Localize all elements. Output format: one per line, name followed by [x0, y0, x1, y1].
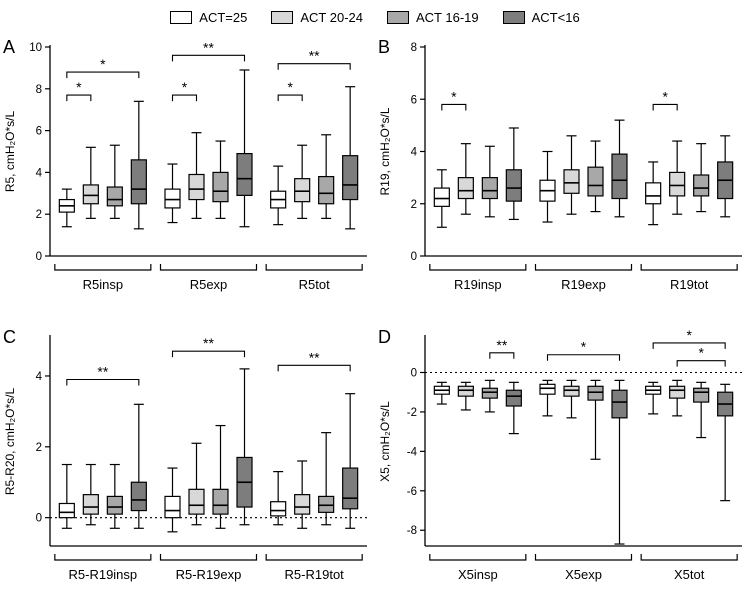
legend-label: ACT=25 — [199, 9, 248, 25]
panel-c-plot: C 0 2 4 R5-R20, cmH₂O*s/L R5-R19insp R5-R19exp… — [3, 327, 367, 582]
svg-text:X5tot: X5tot — [674, 567, 705, 582]
panel-c-chart: C 0 2 4 R5-R20, cmH₂O*s/L R5-R19insp R5-R19exp… — [0, 321, 375, 608]
svg-text:**: ** — [309, 48, 320, 64]
svg-text:*: * — [662, 88, 668, 104]
legend-item-act-25: ACT=25 — [170, 10, 247, 25]
svg-text:2: 2 — [411, 199, 417, 211]
legend-label: ACT 16-19 — [416, 9, 479, 25]
svg-text:-4: -4 — [407, 446, 418, 458]
svg-text:0: 0 — [411, 367, 417, 379]
legend-swatch-act-25 — [170, 10, 193, 24]
svg-text:R5-R19tot: R5-R19tot — [285, 567, 345, 582]
svg-text:6: 6 — [36, 126, 42, 138]
svg-text:R19insp: R19insp — [454, 277, 502, 292]
svg-text:*: * — [686, 327, 692, 343]
svg-text:R5-R19exp: R5-R19exp — [176, 567, 242, 582]
svg-text:4: 4 — [36, 371, 43, 383]
panel-d-chart: D 0 -2 -4 -6 -8 X5, cmH₂O*s/L X5insp X5exp X5tot *… — [375, 321, 750, 608]
svg-text:0: 0 — [36, 251, 42, 263]
svg-text:-8: -8 — [407, 525, 417, 537]
svg-text:A: A — [3, 37, 15, 57]
svg-text:**: ** — [496, 337, 507, 353]
legend-swatch-act-16-19 — [387, 10, 409, 24]
svg-text:2: 2 — [36, 442, 42, 454]
svg-text:X5exp: X5exp — [565, 567, 602, 582]
legend-swatch-act-20-24 — [271, 10, 294, 24]
svg-text:X5insp: X5insp — [458, 567, 498, 582]
svg-text:**: ** — [203, 335, 214, 351]
legend: ACT=25 ACT 20-24 ACT 16-19 ACT<16 — [0, 0, 750, 31]
svg-text:R5, cmH₂O*s/L: R5, cmH₂O*s/L — [3, 111, 17, 193]
svg-text:*: * — [76, 79, 82, 95]
svg-text:-2: -2 — [407, 407, 417, 419]
svg-text:X5, cmH₂O*s/L: X5, cmH₂O*s/L — [378, 401, 392, 482]
svg-text:2: 2 — [36, 209, 42, 221]
svg-text:R5insp: R5insp — [83, 277, 123, 292]
legend-swatch-act-lt-16 — [502, 10, 525, 24]
svg-text:-6: -6 — [407, 486, 417, 498]
svg-text:**: ** — [309, 349, 320, 365]
svg-text:0: 0 — [36, 513, 42, 525]
svg-text:4: 4 — [36, 167, 43, 179]
legend-label: ACT<16 — [531, 9, 580, 25]
svg-text:C: C — [3, 327, 16, 347]
svg-text:B: B — [378, 37, 390, 57]
svg-text:*: * — [581, 339, 587, 355]
legend-item-act-16-19: ACT 16-19 — [387, 10, 479, 25]
legend-label: ACT 20-24 — [300, 9, 363, 25]
svg-text:*: * — [182, 79, 188, 95]
svg-text:*: * — [698, 345, 704, 361]
svg-text:8: 8 — [36, 84, 42, 96]
svg-text:R19exp: R19exp — [561, 277, 606, 292]
svg-text:R19tot: R19tot — [670, 277, 709, 292]
svg-text:6: 6 — [411, 94, 417, 106]
panel-b-plot: B 0 2 4 6 8 R19, cmH₂O*s/L R19insp R19exp R19tot *… — [378, 37, 742, 292]
svg-text:4: 4 — [411, 147, 418, 159]
panel-grid: A 0 2 4 6 8 10 R5, cmH₂O*s/L R5insp R5exp R5tot * * *… — [0, 31, 750, 608]
panel-b-chart: B 0 2 4 6 8 R19, cmH₂O*s/L R19insp R19exp R19tot *… — [375, 31, 750, 321]
svg-text:*: * — [451, 88, 457, 104]
legend-item-act-lt-16: ACT<16 — [502, 9, 580, 25]
svg-text:R5exp: R5exp — [190, 277, 228, 292]
svg-text:R5-R19insp: R5-R19insp — [69, 567, 138, 582]
panel-a-chart: A 0 2 4 6 8 10 R5, cmH₂O*s/L R5insp R5exp R5tot * * *… — [0, 31, 375, 321]
svg-text:R5tot: R5tot — [299, 277, 330, 292]
svg-text:*: * — [287, 79, 293, 95]
svg-text:**: ** — [203, 39, 214, 55]
svg-text:R19, cmH₂O*s/L: R19, cmH₂O*s/L — [378, 107, 392, 195]
legend-item-act-20-24: ACT 20-24 — [271, 10, 363, 25]
svg-text:D: D — [378, 327, 391, 347]
svg-text:0: 0 — [411, 251, 417, 263]
svg-text:R5-R20, cmH₂O*s/L: R5-R20, cmH₂O*s/L — [3, 388, 17, 496]
svg-text:8: 8 — [411, 42, 417, 54]
panel-d-plot: D 0 -2 -4 -6 -8 X5, cmH₂O*s/L X5insp X5exp X5tot *… — [378, 327, 742, 582]
svg-text:10: 10 — [29, 42, 42, 54]
svg-text:**: ** — [97, 364, 108, 380]
svg-text:*: * — [100, 56, 106, 72]
